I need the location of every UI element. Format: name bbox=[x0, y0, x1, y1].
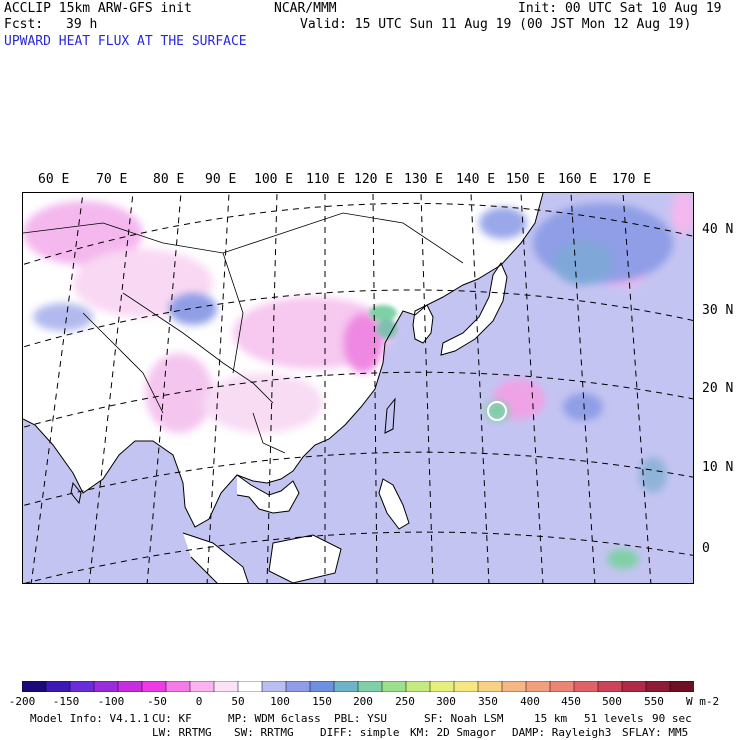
country-borders bbox=[23, 212, 464, 454]
colorbar-swatch bbox=[573, 681, 599, 692]
colorbar-swatch bbox=[357, 681, 383, 692]
lon-label-100e: 100 E bbox=[254, 172, 294, 187]
lon-label-70e: 70 E bbox=[96, 172, 128, 187]
cbar-tick-minus50: -50 bbox=[147, 695, 167, 708]
lon-label-160e: 160 E bbox=[558, 172, 598, 187]
colorbar-swatch bbox=[93, 681, 119, 692]
model-sw: SW: RRTMG bbox=[234, 726, 294, 739]
lon-label-90e: 90 E bbox=[205, 172, 237, 187]
init-time: Init: 00 UTC Sat 10 Aug 19 bbox=[518, 1, 722, 16]
land-borneo bbox=[269, 535, 341, 583]
flux-map bbox=[23, 193, 693, 583]
land-korea bbox=[413, 305, 433, 343]
cbar-tick-50: 50 bbox=[231, 695, 245, 708]
model-sflay: SFLAY: MM5 bbox=[622, 726, 689, 739]
model-resolution: 15 km bbox=[534, 712, 568, 725]
lon-label-170e: 170 E bbox=[612, 172, 652, 187]
model-damp: DAMP: Rayleigh3 bbox=[512, 726, 612, 739]
model-version: Model Info: V4.1.1 bbox=[30, 712, 150, 725]
cbar-tick-550: 550 bbox=[644, 695, 664, 708]
lon-label-80e: 80 E bbox=[153, 172, 185, 187]
model-title: ACCLIP 15km ARW-GFS init bbox=[4, 1, 192, 16]
cbar-tick-500: 500 bbox=[602, 695, 622, 708]
graticule bbox=[23, 193, 693, 583]
valid-time: Valid: 15 UTC Sun 11 Aug 19 (00 JST Mon … bbox=[300, 17, 692, 32]
colorbar-swatch bbox=[525, 681, 551, 692]
lon-label-60e: 60 E bbox=[38, 172, 70, 187]
cbar-tick-0: 0 bbox=[195, 695, 203, 708]
model-lw: LW: RRTMG bbox=[152, 726, 212, 739]
colorbar-swatch bbox=[549, 681, 575, 692]
cbar-units: W m-2 bbox=[686, 695, 720, 708]
forecast-label: Fcst: bbox=[4, 17, 44, 32]
lat-label-10n: 10 N bbox=[702, 460, 734, 475]
cbar-tick-100: 100 bbox=[270, 695, 290, 708]
colorbar-swatch bbox=[429, 681, 455, 692]
forecast-hour: 39 h bbox=[66, 17, 98, 32]
colorbar-swatch bbox=[22, 681, 47, 692]
colorbar-swatch bbox=[237, 681, 263, 692]
colorbar-swatch bbox=[645, 681, 671, 692]
cbar-tick-400: 400 bbox=[520, 695, 540, 708]
colorbar-swatch bbox=[141, 681, 167, 692]
cbar-tick-200: 200 bbox=[353, 695, 373, 708]
model-km: KM: 2D Smagor bbox=[410, 726, 497, 739]
colorbar-swatch bbox=[285, 681, 311, 692]
cbar-tick-minus150: -150 bbox=[52, 695, 80, 708]
cbar-tick-450: 450 bbox=[561, 695, 581, 708]
colorbar-swatch bbox=[309, 681, 335, 692]
model-diff: DIFF: simple bbox=[320, 726, 400, 739]
colorbar-swatch bbox=[477, 681, 503, 692]
model-cu: CU: KF bbox=[152, 712, 192, 725]
colorbar-swatch bbox=[165, 681, 191, 692]
lon-label-130e: 130 E bbox=[404, 172, 444, 187]
cbar-tick-minus200: -200 bbox=[8, 695, 36, 708]
field-title: UPWARD HEAT FLUX AT THE SURFACE bbox=[4, 34, 247, 49]
colorbar-swatch bbox=[189, 681, 215, 692]
colorbar-swatch bbox=[669, 681, 694, 692]
typhoon-eye bbox=[487, 401, 507, 421]
land-philippines bbox=[379, 479, 409, 529]
cbar-tick-300: 300 bbox=[436, 695, 456, 708]
model-timestep: 90 sec bbox=[652, 712, 692, 725]
model-mp: MP: WDM 6class bbox=[228, 712, 321, 725]
lat-label-30n: 30 N bbox=[702, 303, 734, 318]
lat-label-40n: 40 N bbox=[702, 222, 734, 237]
land-indochina bbox=[237, 475, 299, 513]
model-levels: 51 levels bbox=[584, 712, 644, 725]
colorbar-swatch bbox=[381, 681, 407, 692]
colorbar-swatch bbox=[453, 681, 479, 692]
colorbar-swatch bbox=[597, 681, 623, 692]
colorbar-swatch bbox=[621, 681, 647, 692]
colorbar-swatch bbox=[69, 681, 95, 692]
lon-label-120e: 120 E bbox=[354, 172, 394, 187]
colorbar-swatch bbox=[261, 681, 287, 692]
land-japan bbox=[441, 263, 507, 355]
cbar-tick-350: 350 bbox=[478, 695, 498, 708]
colorbar-swatch bbox=[405, 681, 431, 692]
colorbar-swatch bbox=[117, 681, 143, 692]
colorbar-swatch bbox=[501, 681, 527, 692]
colorbar-swatch bbox=[333, 681, 359, 692]
colorbar bbox=[22, 681, 694, 692]
lon-label-110e: 110 E bbox=[306, 172, 346, 187]
model-sf: SF: Noah LSM bbox=[424, 712, 504, 725]
land-sumatra bbox=[183, 533, 249, 583]
coastlines bbox=[23, 193, 544, 583]
cbar-tick-150: 150 bbox=[312, 695, 332, 708]
colorbar-swatch bbox=[213, 681, 239, 692]
model-pbl: PBL: YSU bbox=[334, 712, 387, 725]
colorbar-swatch bbox=[45, 681, 71, 692]
center-label: NCAR/MMM bbox=[274, 1, 337, 16]
lat-label-20n: 20 N bbox=[702, 381, 734, 396]
lon-label-150e: 150 E bbox=[506, 172, 546, 187]
positive-flux-patches bbox=[33, 203, 673, 569]
map-panel bbox=[22, 192, 694, 584]
yellow-sea-flux bbox=[369, 305, 397, 339]
cbar-tick-250: 250 bbox=[395, 695, 415, 708]
lon-label-140e: 140 E bbox=[456, 172, 496, 187]
cbar-tick-minus100: -100 bbox=[97, 695, 125, 708]
lat-label-equator: 0 bbox=[702, 541, 710, 556]
